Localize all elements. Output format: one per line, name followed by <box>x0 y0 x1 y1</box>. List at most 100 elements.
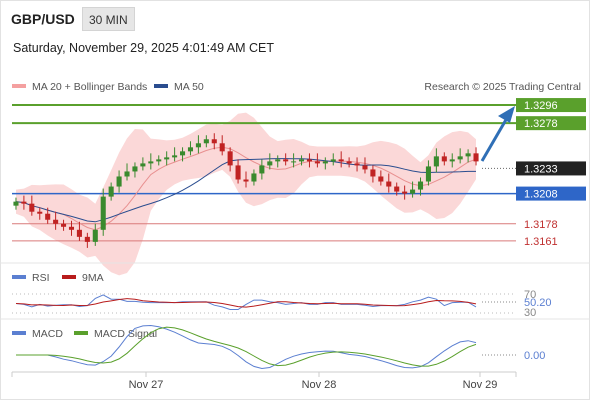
candle-body <box>457 156 463 160</box>
candle-body <box>291 161 297 163</box>
candles <box>13 133 479 248</box>
level-tag-bg-3 <box>516 186 586 201</box>
level-tag-2: 1.3233 <box>524 163 558 175</box>
candle-body <box>394 186 400 192</box>
candle-body <box>21 201 27 204</box>
rsi-tick-70: 70 <box>524 289 536 301</box>
candle-body <box>473 153 479 162</box>
candle-body <box>164 157 170 160</box>
candle-body <box>29 203 35 212</box>
candle-body <box>148 161 154 164</box>
interval-button[interactable]: 30 MIN <box>82 7 135 31</box>
level-tag-bg-0 <box>516 98 586 113</box>
candle-body <box>84 236 90 242</box>
candle-body <box>172 155 178 158</box>
macd-signal-legend-swatch <box>74 331 88 335</box>
ma20-legend-label: MA 20 + Bollinger Bands <box>32 81 147 93</box>
candle-body <box>465 153 471 157</box>
candle-body <box>211 139 217 144</box>
candle-body <box>100 196 106 230</box>
level-tag-1: 1.3278 <box>524 118 558 130</box>
ma50-legend-label: MA 50 <box>174 81 204 93</box>
macd-signal-line <box>16 326 477 367</box>
candle-body <box>235 165 241 180</box>
x-tick-nov29: Nov 29 <box>463 379 498 391</box>
candle-body <box>410 189 416 194</box>
candle-body <box>449 159 455 162</box>
level-tag-4: 1.3178 <box>524 219 558 231</box>
x-tick-nov27: Nov 27 <box>129 379 164 391</box>
pair-title: GBP/USD <box>11 11 75 27</box>
rsi-ma-legend-label: 9MA <box>82 272 104 284</box>
candle-body <box>187 147 194 152</box>
ma20-line <box>15 146 477 231</box>
rsi-legend-swatch <box>12 275 26 279</box>
candle-body <box>13 201 19 206</box>
candle-body <box>441 156 447 162</box>
candle-body <box>330 159 336 162</box>
candle-body <box>386 181 392 187</box>
macd-value: 0.00 <box>524 350 545 362</box>
candle-body <box>251 173 257 182</box>
level-tag-3: 1.3208 <box>524 189 558 201</box>
macd-panel: MACD MACD Signal 0.00 <box>12 324 545 370</box>
candle-body <box>219 143 225 152</box>
candle-body <box>275 159 281 162</box>
candle-body <box>116 176 122 187</box>
rsi-ma-line <box>15 298 477 308</box>
candle-body <box>203 139 209 144</box>
candle-body <box>370 169 376 177</box>
copyright-text: Research © 2025 Trading Central <box>424 81 581 93</box>
candle-body <box>76 229 82 237</box>
level-tag-5: 1.3161 <box>524 236 558 248</box>
candle-body <box>378 176 384 182</box>
candle-body <box>227 151 233 166</box>
macd-legend-label: MACD <box>32 328 63 340</box>
candle-body <box>68 226 75 230</box>
macd-legend-swatch <box>12 331 26 335</box>
candle-body <box>37 211 43 214</box>
candle-body <box>92 229 98 242</box>
candle-body <box>140 163 146 167</box>
rsi-tick-30: 30 <box>524 307 536 319</box>
candle-body <box>243 179 249 182</box>
candle-body <box>124 171 130 177</box>
candle-body <box>53 219 59 224</box>
candle-body <box>338 159 344 162</box>
candle-body <box>354 163 360 166</box>
level-tags: 1.3296 1.3278 1.3233 1.3208 1.3178 1.3161 <box>516 98 586 248</box>
candle-body <box>306 159 312 162</box>
chart-header: GBP/USD 30 MIN <box>0 0 590 40</box>
candle-body <box>314 161 320 164</box>
candle-body <box>433 156 439 167</box>
macd-line <box>16 324 477 370</box>
main-legend: MA 20 + Bollinger Bands MA 50 Research ©… <box>12 81 581 93</box>
candle-body <box>425 166 431 182</box>
candle-body <box>180 151 186 156</box>
rsi-ma-legend-swatch <box>62 275 76 279</box>
candle-body <box>108 186 114 197</box>
candle-body <box>417 181 424 190</box>
rsi-legend-label: RSI <box>32 272 50 284</box>
candle-body <box>156 159 162 162</box>
forecast-arrow <box>480 106 515 162</box>
ma50-line <box>15 158 476 223</box>
x-tick-nov28: Nov 28 <box>302 379 337 391</box>
candle-body <box>132 166 138 172</box>
macd-signal-legend-label: MACD Signal <box>94 328 157 340</box>
rsi-panel: RSI 9MA 70 50.20 30 <box>12 272 552 319</box>
ma50-legend-swatch <box>154 84 168 88</box>
level-tag-bg-1 <box>516 116 586 131</box>
candle-body <box>195 143 201 148</box>
candle-body <box>267 161 273 166</box>
candle-body <box>45 213 51 220</box>
candle-body <box>362 165 368 170</box>
candle-body <box>283 159 289 162</box>
level-tag-0: 1.3296 <box>524 100 558 112</box>
candle-body <box>346 161 352 164</box>
candle-body <box>402 191 408 194</box>
x-axis: Nov 27 Nov 28 Nov 29 <box>11 371 517 391</box>
level-tag-bg-2 <box>516 161 586 176</box>
candle-body <box>61 223 67 227</box>
